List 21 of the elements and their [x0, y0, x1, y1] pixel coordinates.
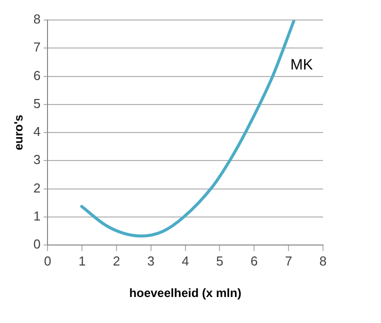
x-tick-label: 8 [319, 253, 327, 268]
x-tick-label: 6 [250, 253, 258, 268]
y-tick-label: 7 [33, 40, 41, 55]
x-tick-label: 7 [284, 253, 292, 268]
y-tick-label: 2 [33, 180, 41, 196]
y-tick-label: 0 [33, 236, 41, 252]
x-tick-label: 4 [182, 253, 189, 268]
x-tick-label: 5 [216, 253, 224, 268]
y-tick-label: 4 [33, 124, 41, 140]
y-tick-label: 1 [33, 208, 41, 224]
x-tick-label: 0 [44, 253, 52, 268]
x-tick-label: 2 [112, 253, 120, 268]
x-axis-title: hoeveelheid (x mln) [129, 286, 242, 300]
y-axis-title: euro's [12, 114, 26, 150]
series-label: MK [290, 56, 313, 74]
y-tick-label: 3 [33, 152, 41, 168]
y-tick-label: 8 [33, 12, 41, 27]
x-tick-label: 3 [147, 253, 155, 268]
x-tick-label: 1 [78, 253, 86, 268]
y-tick-label: 5 [33, 96, 41, 111]
y-tick-label: 6 [33, 68, 41, 83]
